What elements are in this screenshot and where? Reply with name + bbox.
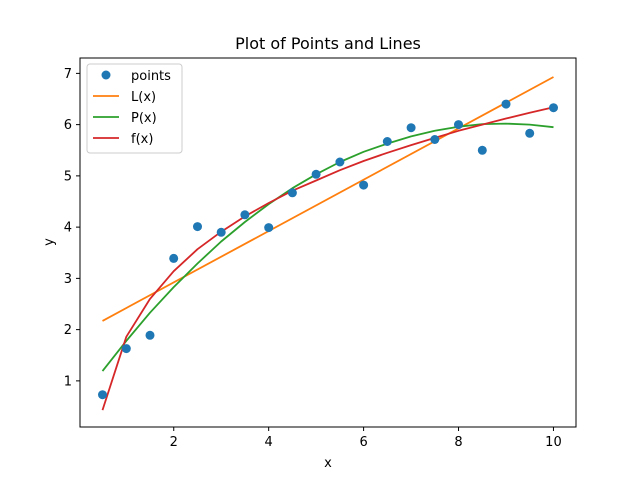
data-point [193,222,202,232]
legend-frame [86,63,183,154]
y-tick-label: 6 [64,118,72,133]
series-line-2 [101,106,554,411]
data-point [382,137,392,146]
series-line-0 [102,76,554,322]
data-point [335,157,345,167]
x-tick-label: 2 [170,435,178,450]
y-tick-label: 1 [64,374,72,389]
data-point [240,210,250,220]
x-tick-label: 8 [454,435,462,450]
y-tick-label: 3 [64,272,72,287]
y-tick-label: 7 [64,67,72,82]
x-tick-label: 6 [359,435,367,450]
data-point [430,135,440,144]
x-tick-label: 10 [545,435,562,450]
data-point [525,128,535,138]
legend-marker [101,70,111,80]
data-point [264,223,274,233]
data-point [121,344,131,354]
y-tick-label: 5 [64,169,72,184]
legend-label: P(x) [131,111,157,126]
y-axis-ticks: 1 2 3 4 5 6 7 [64,67,80,389]
data-point [98,390,107,400]
legend-label: L(x) [131,90,156,105]
legend-label: points [131,69,171,84]
data-point [454,120,463,130]
series-line-1 [101,122,554,372]
x-axis-ticks: 2 4 6 8 10 [170,427,562,450]
y-tick-label: 2 [64,323,72,338]
x-tick-label: 4 [265,435,273,450]
data-point [406,123,416,133]
data-point [477,145,487,155]
legend-label: f(x) [131,132,153,147]
y-tick-label: 4 [64,221,72,236]
data-point [287,188,297,198]
data-point [169,253,179,263]
plot-lines [101,76,554,411]
data-point [359,180,369,190]
data-point [549,103,558,113]
data-point [145,330,155,340]
plot-points [98,99,558,400]
data-point [501,99,511,109]
data-point [216,227,226,237]
y-axis-label: y [42,238,57,246]
data-point [311,169,321,179]
chart-title: Plot of Points and Lines [235,34,421,53]
legend: points L(x) P(x) f(x) [86,63,183,154]
axes-frame [79,57,577,428]
x-axis-label: x [324,456,332,471]
